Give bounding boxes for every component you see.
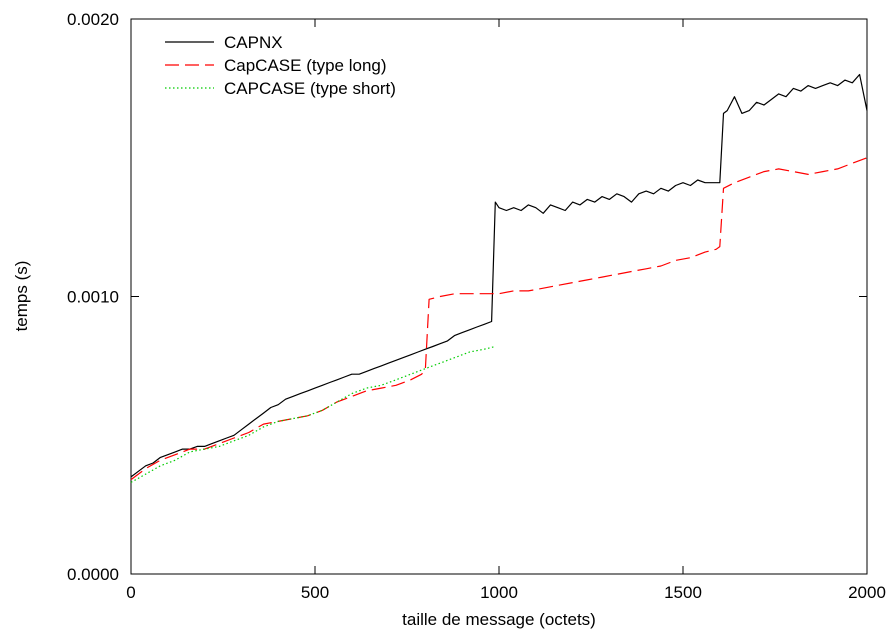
y-axis-ticks: 0.0000 0.0010 0.0020 — [67, 10, 867, 584]
legend: CAPNX CapCASE (type long) CAPCASE (type … — [165, 33, 396, 98]
series-line-1 — [130, 157, 868, 481]
x-axis-ticks: 0 500 1000 1500 2000 — [126, 19, 886, 602]
legend-label-capcase-short: CAPCASE (type short) — [224, 79, 396, 98]
series-line-0 — [130, 73, 868, 478]
series-line-2 — [130, 345, 496, 483]
y-tick-label: 0.0000 — [67, 565, 119, 584]
x-axis-label: taille de message (octets) — [402, 610, 596, 629]
y-tick-label: 0.0010 — [67, 288, 119, 307]
series-lines — [130, 73, 868, 483]
y-axis-label: temps (s) — [12, 261, 31, 332]
x-tick-label: 2000 — [848, 583, 886, 602]
legend-label-capcase-long: CapCASE (type long) — [224, 56, 387, 75]
x-tick-label: 500 — [301, 583, 329, 602]
y-tick-label: 0.0020 — [67, 10, 119, 29]
x-tick-label: 1000 — [480, 583, 518, 602]
legend-label-capnx: CAPNX — [224, 33, 283, 52]
x-tick-label: 1500 — [664, 583, 702, 602]
x-tick-label: 0 — [126, 583, 135, 602]
